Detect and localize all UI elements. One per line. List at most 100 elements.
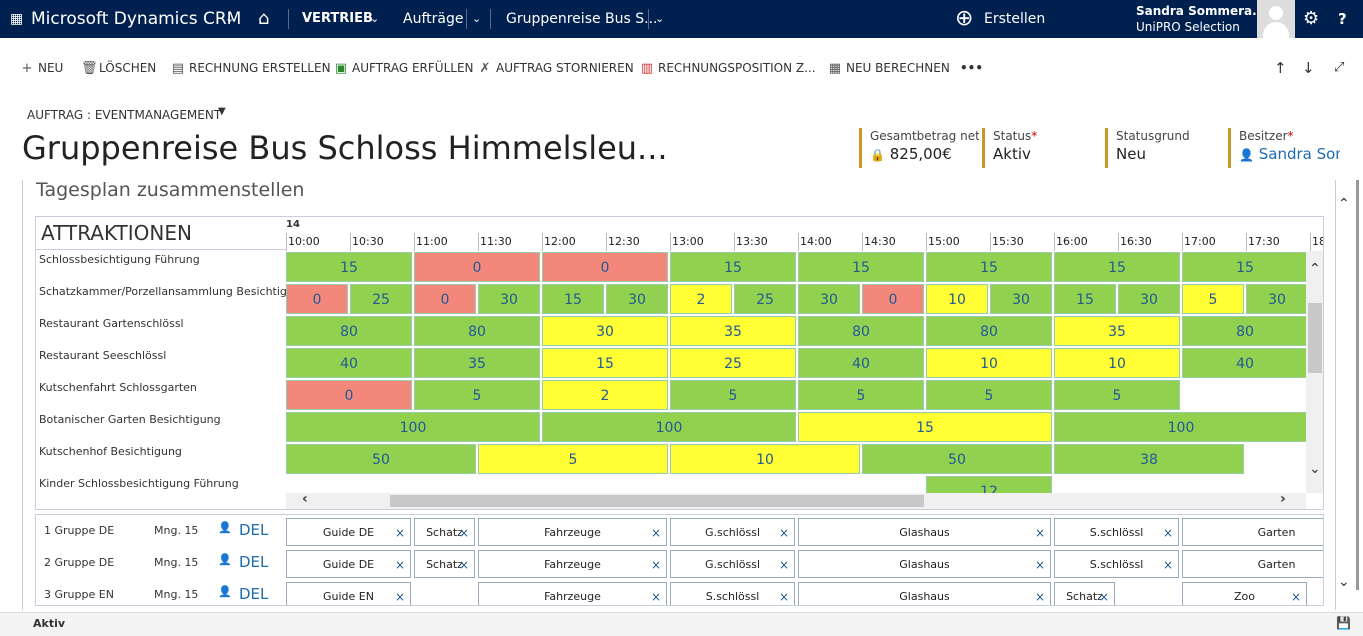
home-icon[interactable]: ⌂: [258, 8, 270, 29]
capacity-cell[interactable]: 30: [478, 284, 540, 314]
gear-icon[interactable]: ⚙: [1303, 8, 1320, 29]
area-menu-vertrieb[interactable]: VERTRIEB: [302, 11, 373, 26]
close-icon[interactable]: ×: [458, 526, 469, 540]
delete-group-link[interactable]: DEL: [239, 521, 269, 539]
more-commands-button[interactable]: •••: [960, 61, 984, 75]
capacity-cell[interactable]: 5: [798, 380, 924, 410]
page-scrollbar[interactable]: [1356, 180, 1359, 590]
capacity-cell[interactable]: 25: [670, 348, 796, 378]
capacity-cell[interactable]: 0: [542, 252, 668, 282]
capacity-cell[interactable]: 15: [798, 252, 924, 282]
assigned-attraction-tag[interactable]: Glashaus ×: [798, 582, 1051, 605]
assigned-attraction-tag[interactable]: Glashaus ×: [798, 550, 1051, 578]
chevron-down-icon[interactable]: ⌄: [1309, 461, 1321, 477]
close-icon[interactable]: ×: [778, 590, 789, 604]
close-icon[interactable]: ×: [1162, 526, 1173, 540]
capacity-cell[interactable]: 30: [990, 284, 1052, 314]
capacity-cell[interactable]: 10: [670, 444, 860, 474]
chevron-down-icon[interactable]: ⌄: [655, 12, 665, 25]
create-invoice-button[interactable]: ▤ RECHNUNG ERSTELLEN: [171, 61, 331, 76]
assigned-attraction-tag[interactable]: Fahrzeuge ×: [478, 550, 667, 578]
close-icon[interactable]: ×: [1034, 590, 1045, 604]
close-icon[interactable]: ×: [1098, 590, 1109, 604]
capacity-cell[interactable]: 15: [1054, 284, 1116, 314]
assigned-attraction-tag[interactable]: Schatz ×: [414, 518, 475, 546]
assigned-attraction-tag[interactable]: Guide EN ×: [286, 582, 411, 605]
capacity-cell[interactable]: 50: [286, 444, 476, 474]
capacity-cell[interactable]: 5: [414, 380, 540, 410]
chevron-up-icon[interactable]: ⌃: [1338, 196, 1350, 212]
entity-menu-auftraege[interactable]: Aufträge: [403, 11, 464, 27]
capacity-cell[interactable]: 50: [862, 444, 1052, 474]
scroll-thumb[interactable]: [390, 495, 924, 507]
create-button[interactable]: Erstellen: [984, 11, 1046, 27]
close-icon[interactable]: ×: [394, 590, 405, 604]
capacity-cell[interactable]: 0: [862, 284, 924, 314]
capacity-cell[interactable]: 25: [734, 284, 796, 314]
assigned-attraction-tag[interactable]: Garten×: [1182, 550, 1323, 578]
capacity-cell[interactable]: 100: [1054, 412, 1308, 442]
capacity-cell[interactable]: 35: [414, 348, 540, 378]
chevron-left-icon[interactable]: ‹: [302, 491, 308, 507]
capacity-cell[interactable]: 0: [414, 284, 476, 314]
status-field[interactable]: Status* Aktiv: [982, 128, 1092, 168]
capacity-cell[interactable]: 35: [1054, 316, 1180, 346]
close-icon[interactable]: ×: [1034, 526, 1045, 540]
grid-vertical-scrollbar[interactable]: [1306, 251, 1323, 493]
capacity-cell[interactable]: 0: [286, 284, 348, 314]
close-icon[interactable]: ×: [650, 526, 661, 540]
close-icon[interactable]: ×: [1162, 558, 1173, 572]
expand-icon[interactable]: ⤢: [1334, 60, 1345, 75]
invoice-position-button[interactable]: ▥ RECHNUNGSPOSITION Z...: [640, 61, 816, 76]
capacity-cell[interactable]: 30: [606, 284, 668, 314]
close-icon[interactable]: ×: [778, 526, 789, 540]
capacity-cell[interactable]: 30: [542, 316, 668, 346]
assigned-attraction-tag[interactable]: S.schlössl ×: [1054, 550, 1179, 578]
arrow-down-icon[interactable]: ↓: [1302, 59, 1315, 77]
close-icon[interactable]: ×: [458, 558, 469, 572]
capacity-cell[interactable]: 100: [542, 412, 796, 442]
close-icon[interactable]: ×: [778, 558, 789, 572]
assigned-attraction-tag[interactable]: Glashaus ×: [798, 518, 1051, 546]
assigned-attraction-tag[interactable]: Fahrzeuge ×: [478, 518, 667, 546]
grid-horizontal-scrollbar[interactable]: [286, 493, 1306, 509]
assigned-attraction-tag[interactable]: Schatz ×: [414, 550, 475, 578]
capacity-cell[interactable]: 15: [798, 412, 1052, 442]
assigned-attraction-tag[interactable]: Schatz ×: [1054, 582, 1115, 605]
close-icon[interactable]: ×: [650, 590, 661, 604]
form-selector[interactable]: AUFTRAG : EVENTMANAGEMENT: [27, 108, 222, 122]
capacity-cell[interactable]: 15: [542, 348, 668, 378]
capacity-cell[interactable]: 80: [798, 316, 924, 346]
close-icon[interactable]: ×: [1034, 558, 1045, 572]
chevron-down-icon[interactable]: ⌄: [1338, 574, 1350, 590]
assigned-attraction-tag[interactable]: G.schlössl ×: [670, 518, 795, 546]
capacity-cell[interactable]: 15: [1182, 252, 1308, 282]
capacity-cell[interactable]: 30: [798, 284, 860, 314]
close-icon[interactable]: ×: [394, 526, 405, 540]
capacity-cell[interactable]: 100: [286, 412, 540, 442]
capacity-cell[interactable]: 0: [414, 252, 540, 282]
assigned-attraction-tag[interactable]: Zoo ×: [1182, 582, 1307, 605]
capacity-cell[interactable]: 25: [350, 284, 412, 314]
user-name[interactable]: Sandra Sommera...: [1136, 4, 1266, 18]
app-name[interactable]: Microsoft Dynamics CRM: [31, 9, 242, 29]
close-icon[interactable]: ×: [650, 558, 661, 572]
assigned-attraction-tag[interactable]: Garten×: [1182, 518, 1323, 546]
chevron-down-icon[interactable]: ⌄: [472, 12, 482, 25]
capacity-cell[interactable]: 15: [670, 252, 796, 282]
save-icon[interactable]: 💾: [1336, 616, 1351, 630]
capacity-cell[interactable]: 40: [1182, 348, 1308, 378]
capacity-cell[interactable]: 2: [542, 380, 668, 410]
assigned-attraction-tag[interactable]: G.schlössl ×: [670, 550, 795, 578]
capacity-cell[interactable]: 10: [926, 284, 988, 314]
delete-group-link[interactable]: DEL: [239, 553, 269, 571]
chevron-right-icon[interactable]: ›: [1280, 491, 1286, 507]
capacity-cell[interactable]: 5: [670, 380, 796, 410]
assigned-attraction-tag[interactable]: Guide DE ×: [286, 518, 411, 546]
capacity-cell[interactable]: 38: [1054, 444, 1244, 474]
capacity-cell[interactable]: 80: [414, 316, 540, 346]
fulfill-order-button[interactable]: ▣ AUFTRAG ERFÜLLEN: [334, 61, 474, 76]
capacity-cell[interactable]: 80: [926, 316, 1052, 346]
status-reason-field[interactable]: Statusgrund Neu: [1105, 128, 1220, 168]
scroll-thumb[interactable]: [1308, 303, 1322, 373]
